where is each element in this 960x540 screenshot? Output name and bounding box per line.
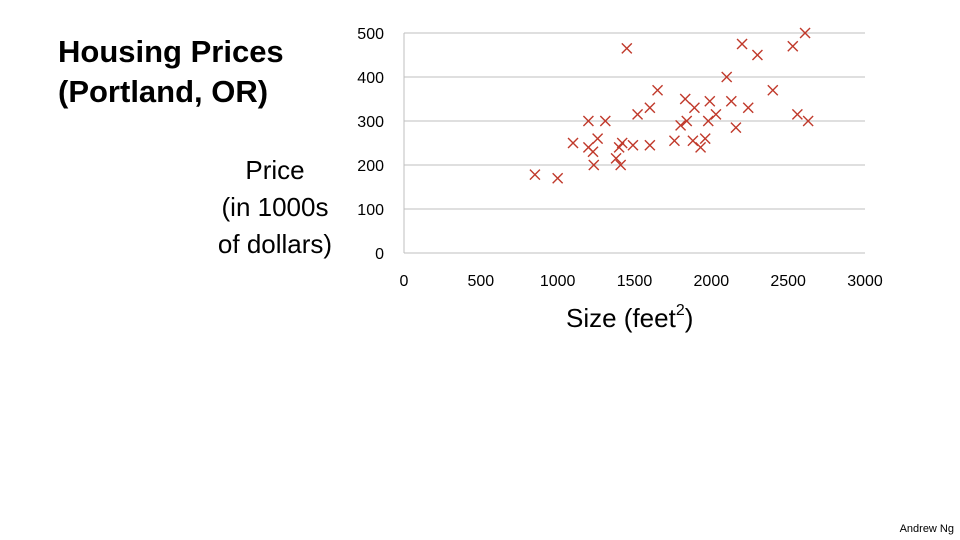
x-axis-label-close: )	[684, 303, 694, 333]
data-point-2	[567, 137, 579, 149]
title-line-2: (Portland, OR)	[58, 74, 269, 109]
data-point-38	[791, 108, 803, 120]
y-tick-label-4: 400	[357, 70, 384, 87]
data-point-7	[592, 133, 604, 145]
x-axis-label-text: Size (feet	[566, 303, 676, 333]
data-point-5	[587, 146, 599, 158]
slide-title: Housing Prices (Portland, OR)	[58, 32, 284, 112]
data-point-21	[679, 93, 691, 105]
x-tick-label-4: 2000	[694, 273, 730, 290]
data-point-28	[704, 95, 716, 107]
data-point-40	[802, 115, 814, 127]
x-axis-label-exponent: 2	[675, 302, 685, 319]
data-point-23	[687, 135, 699, 147]
y-tick-label-0: 0	[375, 246, 384, 263]
data-point-13	[621, 42, 633, 54]
data-point-22	[681, 115, 693, 127]
data-point-layer	[529, 27, 814, 184]
data-point-27	[702, 115, 714, 127]
grid-layer	[403, 32, 865, 254]
data-point-11	[615, 159, 627, 171]
data-point-35	[751, 49, 763, 61]
y-axis-label-line-1: Price	[245, 155, 305, 185]
y-tick-label-2: 200	[357, 158, 384, 175]
data-point-37	[787, 40, 799, 52]
x-tick-label-3: 1500	[617, 273, 653, 290]
y-tick-label-5: 500	[357, 26, 384, 43]
data-point-15	[632, 108, 644, 120]
data-point-20	[675, 119, 687, 131]
data-point-6	[588, 159, 600, 171]
y-axis-label: Price (in 1000s of dollars)	[200, 152, 350, 263]
data-point-16	[644, 102, 656, 114]
y-tick-label-1: 100	[357, 202, 384, 219]
y-axis-label-line-3: of dollars)	[217, 229, 333, 259]
data-point-12	[616, 137, 628, 149]
data-point-33	[736, 38, 748, 50]
data-point-31	[725, 95, 737, 107]
x-tick-label-1: 500	[467, 273, 494, 290]
y-tick-label-3: 300	[357, 114, 384, 131]
data-point-3	[582, 115, 594, 127]
data-point-25	[695, 141, 707, 153]
data-point-19	[668, 135, 680, 147]
data-point-39	[799, 27, 811, 39]
data-point-14	[627, 139, 639, 151]
data-point-8	[599, 115, 611, 127]
title-line-1: Housing Prices	[58, 34, 284, 69]
data-point-34	[742, 102, 754, 114]
x-axis-label: Size (feet2)	[566, 302, 693, 334]
data-point-32	[730, 122, 742, 134]
data-point-24	[688, 102, 700, 114]
tick-label-layer: 0 100 200 300 400 500 0 500 1000 1500 2000 2500 3000	[357, 26, 883, 290]
x-tick-label-0: 0	[400, 273, 409, 290]
data-point-29	[710, 108, 722, 120]
author-credit: Andrew Ng	[899, 523, 954, 535]
y-axis-label-line-2: (in 1000s	[221, 192, 329, 222]
data-point-0	[529, 169, 541, 181]
data-point-9	[610, 152, 622, 164]
data-point-18	[652, 84, 664, 96]
data-point-36	[767, 84, 779, 96]
x-tick-label-6: 3000	[847, 273, 883, 290]
data-point-1	[552, 172, 564, 184]
x-tick-label-2: 1000	[540, 273, 576, 290]
x-tick-label-5: 2500	[770, 273, 806, 290]
data-point-17	[644, 139, 656, 151]
data-point-26	[699, 133, 711, 145]
data-point-30	[721, 71, 733, 83]
